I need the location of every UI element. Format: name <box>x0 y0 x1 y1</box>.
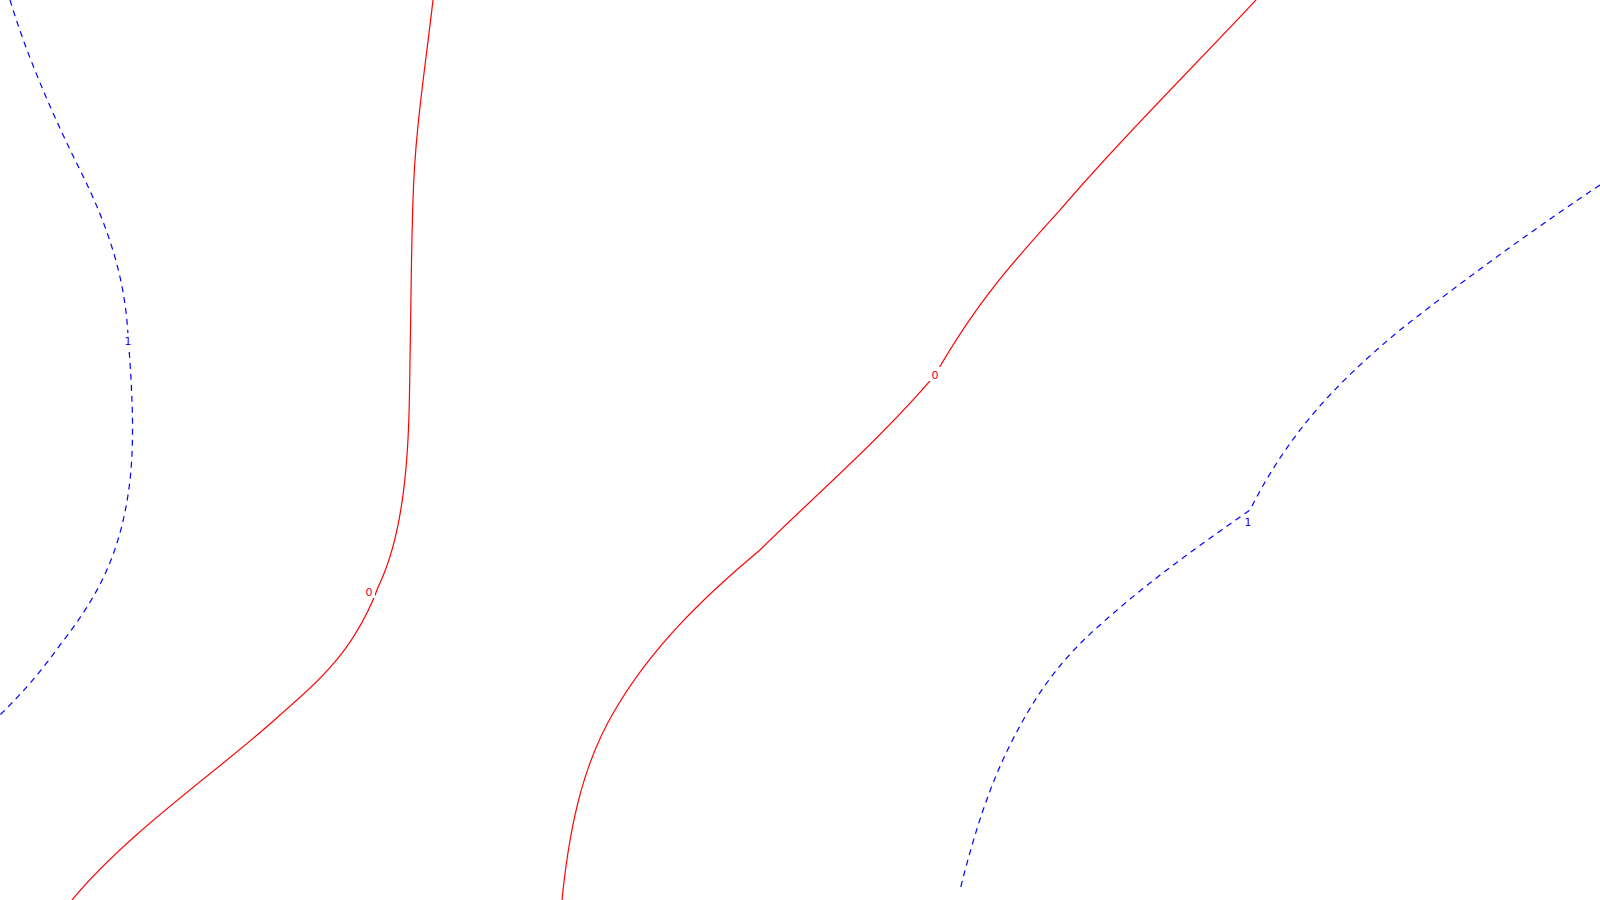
contour-label-1-right: 1 <box>1245 516 1252 529</box>
contour-label-1-left: 1 <box>125 335 132 348</box>
contour-label-0-middle: 0 <box>932 369 939 382</box>
contour-label-bg <box>1242 514 1254 528</box>
contour-label-0-left: 0 <box>366 586 373 599</box>
contour-label-bg <box>363 584 375 598</box>
contour-path-0-middle <box>561 0 1257 900</box>
contour-path-1-right <box>959 184 1600 891</box>
contour-label-bg <box>122 333 134 347</box>
contour-path-0-left <box>71 0 434 900</box>
contour-label-bg <box>929 367 941 381</box>
contour-path-1-left <box>0 0 134 716</box>
contour-line-1-left: 1 <box>0 0 134 716</box>
contour-line-0-left: 0 <box>71 0 434 900</box>
contour-line-0-middle: 0 <box>561 0 1257 900</box>
contour-line-1-right: 1 <box>959 184 1600 891</box>
